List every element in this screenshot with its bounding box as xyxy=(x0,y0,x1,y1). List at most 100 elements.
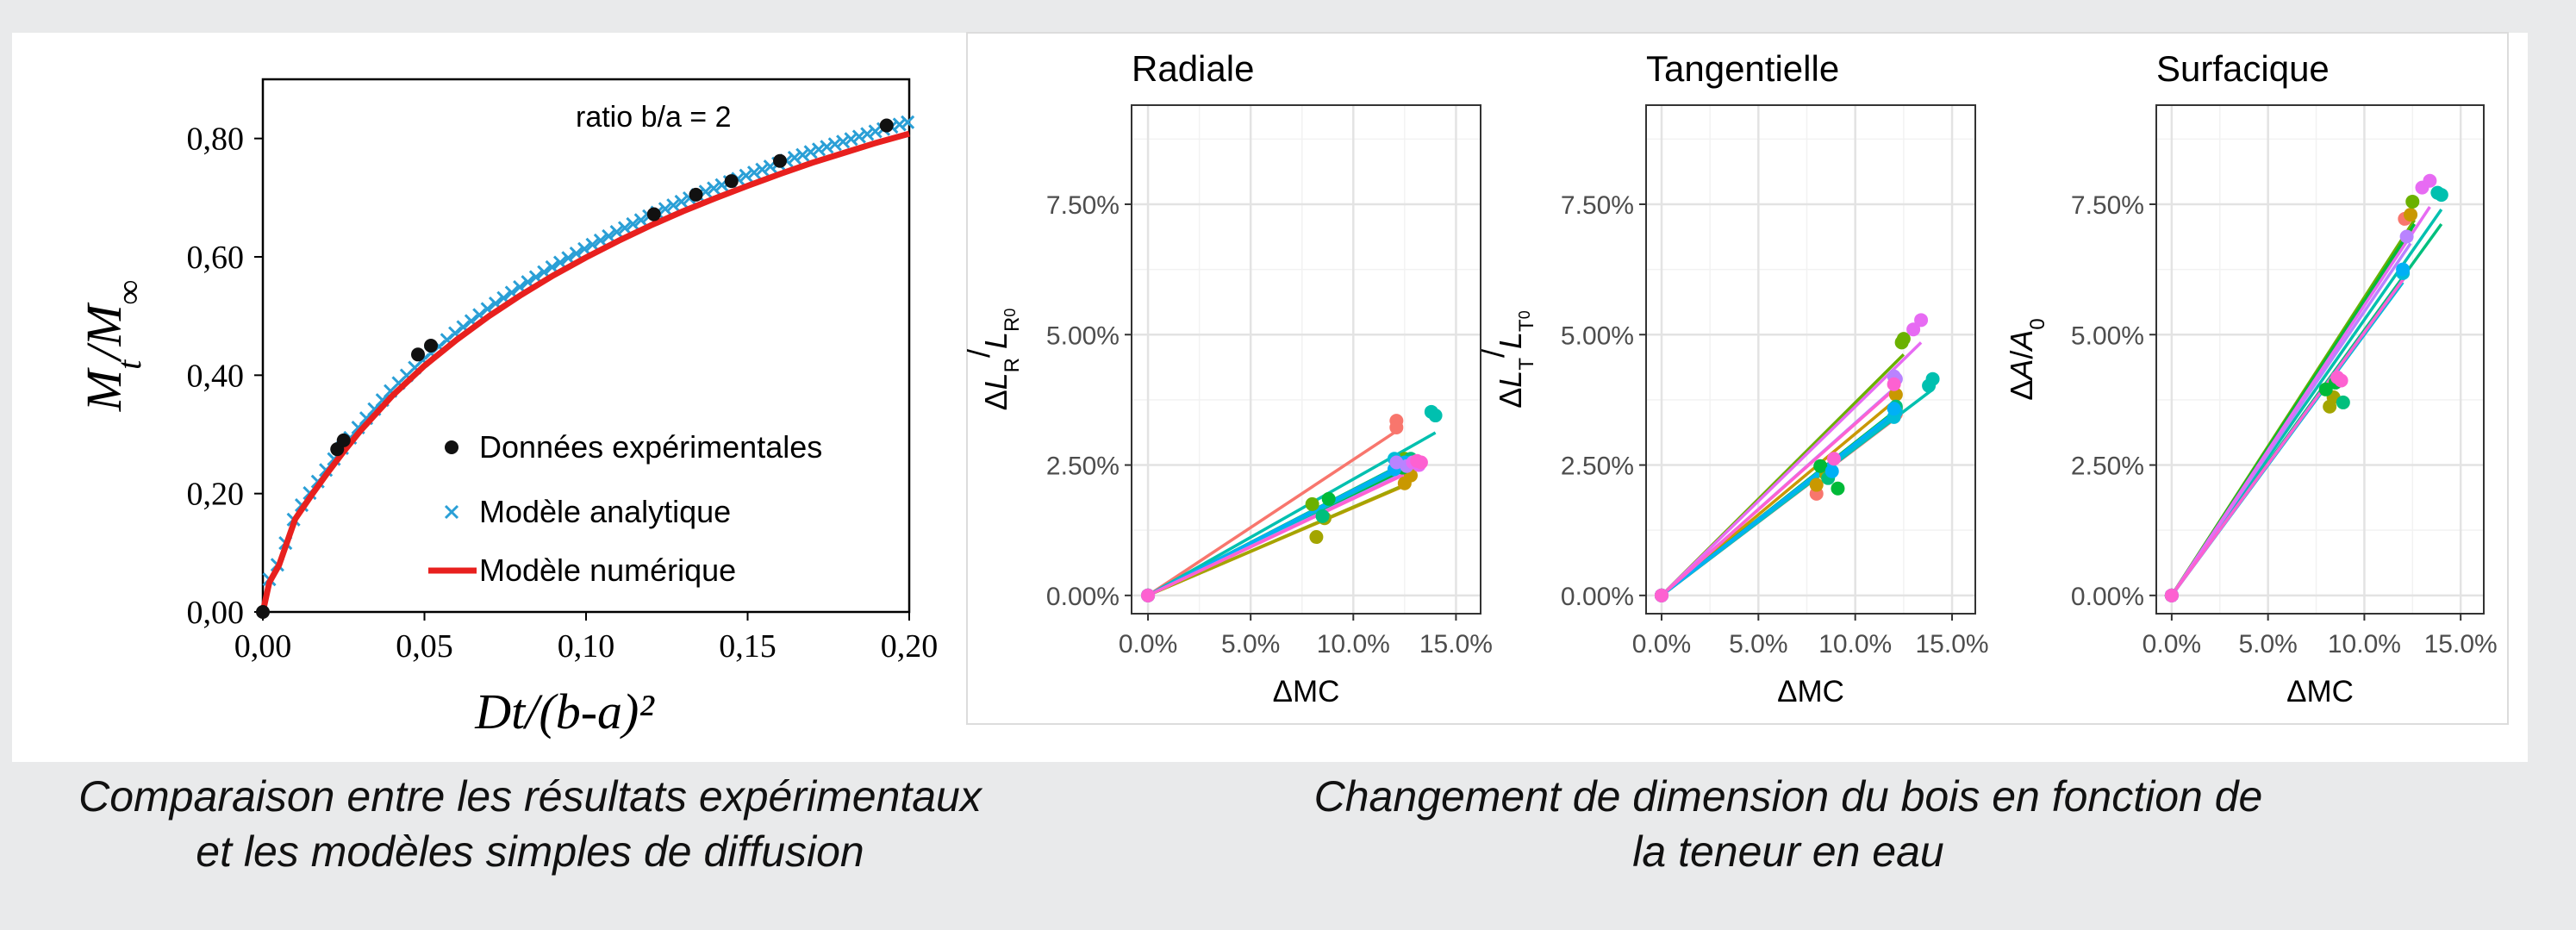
analytical-point xyxy=(836,134,851,149)
regression-line xyxy=(1660,411,1895,597)
plot-frame xyxy=(1131,104,1481,615)
y-axis-label: ΔLR/LR0 xyxy=(961,309,1024,411)
y-axis-label-part: R xyxy=(1001,358,1024,372)
regression-line xyxy=(1147,429,1398,597)
legend-label-experimental: Données expérimentales xyxy=(479,429,822,465)
legend-label-numerical: Modèle numérique xyxy=(479,552,736,588)
y-axis-label: ΔA/A0 xyxy=(2004,318,2049,400)
x-axis-label: ΔMC xyxy=(1273,675,1340,708)
sample-point xyxy=(1813,459,1828,473)
y-axis-label-part: / xyxy=(1475,349,1511,358)
x-tick-label: 0.0% xyxy=(1119,630,1177,658)
y-tick-label: 2.50% xyxy=(1046,453,1120,481)
cross-stroke xyxy=(528,270,543,284)
sample-point xyxy=(1315,509,1330,523)
analytical-point xyxy=(609,225,624,240)
cross-stroke xyxy=(860,127,875,141)
cross-stroke xyxy=(577,241,592,256)
shrinkage-charts: 0.0% 5.0% 10.0% 15.0% 0.00% 2.50% 5.00% 7.50% Ra… xyxy=(961,48,2498,708)
y-axis-label-part: / xyxy=(2004,351,2039,359)
y-tick-label: 0,40 xyxy=(187,358,245,394)
analytical-point xyxy=(585,237,600,252)
sample-point xyxy=(1888,387,1903,402)
diffusion-chart: 0,00 0,05 0,10 0,15 0,20 0,00 0,20 0,40 0,60 0,80… xyxy=(76,78,938,740)
y-tick-label: 5.00% xyxy=(1046,321,1120,350)
y-axis-label-part: 0 xyxy=(1516,310,1533,319)
analytical-point xyxy=(674,194,689,209)
analytical-point xyxy=(755,162,770,177)
cross-stroke xyxy=(456,320,471,334)
analytical-point xyxy=(803,145,818,159)
y-tick-label: 0,20 xyxy=(187,477,245,513)
x-tick-label: 0,10 xyxy=(558,628,615,665)
x-tick-label: 10.0% xyxy=(2328,630,2401,658)
legend-dot-icon xyxy=(445,440,458,454)
experimental-point xyxy=(646,207,661,222)
y-tick-label: 2.50% xyxy=(2071,453,2144,481)
ratio-annotation: ratio b/a = 2 xyxy=(576,101,732,134)
sample-point xyxy=(1654,588,1668,602)
regression-lines xyxy=(1660,341,1934,597)
y-axis-label-part: t xyxy=(109,359,148,370)
regression-line xyxy=(1660,386,1898,597)
analytical-point xyxy=(746,165,762,180)
y-tick-label: 2.50% xyxy=(1561,453,1634,481)
caption-shrinkage-line1: Changement de dimension du bois en fonct… xyxy=(1313,772,2263,821)
sample-point xyxy=(1428,409,1443,423)
cross-stroke xyxy=(803,145,818,159)
x-axis-label: ΔMC xyxy=(1777,675,1844,708)
sample-point xyxy=(1305,496,1319,511)
analytical-point xyxy=(787,150,801,165)
legend-cross-icon xyxy=(444,504,459,520)
y-axis-label-part: Δ xyxy=(2004,380,2039,401)
cross-stroke xyxy=(545,259,559,274)
y-tick-label: 0.00% xyxy=(1561,583,1634,611)
y-axis-label-part: T xyxy=(1515,319,1538,332)
experimental-point xyxy=(879,118,894,133)
x-tick-label: 0,15 xyxy=(719,628,777,665)
y-axis-label-part: /M xyxy=(76,303,132,363)
cross-stroke xyxy=(472,308,487,322)
analytical-point xyxy=(666,198,681,213)
plot-frame xyxy=(2155,104,2485,615)
analytical-point xyxy=(617,221,633,235)
sample-point xyxy=(2164,588,2179,602)
x-tick-label: 0.0% xyxy=(1632,630,1691,658)
sample-point xyxy=(1914,313,1929,328)
y-axis-label-part: L xyxy=(1493,371,1528,388)
analytical-point xyxy=(707,181,721,196)
y-tick-label: 0,00 xyxy=(187,595,245,631)
y-axis-label: ΔLT/LT0 xyxy=(1475,310,1538,408)
x-tick-label: 5.0% xyxy=(1221,630,1280,658)
cross-stroke xyxy=(504,285,519,300)
sample-point xyxy=(1831,481,1845,496)
y-tick-label: 7.50% xyxy=(1046,191,1120,220)
caption-shrinkage: Changement de dimension du bois en fonct… xyxy=(1250,769,2327,879)
caption-diffusion-line1: Comparaison entre les résultats expérime… xyxy=(78,772,982,821)
cross-stroke xyxy=(666,198,681,213)
cross-stroke xyxy=(552,255,568,270)
regression-line xyxy=(2170,206,2431,596)
cross-stroke xyxy=(820,140,834,154)
analytical-point xyxy=(827,137,842,152)
cross-stroke xyxy=(851,129,866,144)
experimental-point xyxy=(689,187,703,202)
x-tick-label: 5.0% xyxy=(2238,630,2297,658)
analytical-point xyxy=(739,168,753,183)
sample-point xyxy=(1887,402,1901,416)
cross-stroke xyxy=(496,290,511,305)
analytical-point xyxy=(593,233,608,247)
sample-point xyxy=(2399,229,2414,244)
sample-point xyxy=(1826,452,1841,466)
regression-line xyxy=(2170,276,2406,596)
chart-title: Surfacique xyxy=(2156,48,2330,89)
analytical-point xyxy=(851,129,866,144)
cross-stroke xyxy=(513,280,527,295)
analytical-point xyxy=(811,142,826,157)
caption-diffusion-line2: et les modèles simples de diffusion xyxy=(196,827,864,876)
regression-lines xyxy=(1147,429,1437,597)
cross-stroke xyxy=(658,202,672,216)
sample-point xyxy=(1309,530,1324,545)
y-axis-label-part: T xyxy=(1515,358,1538,371)
cross-stroke xyxy=(488,296,503,311)
